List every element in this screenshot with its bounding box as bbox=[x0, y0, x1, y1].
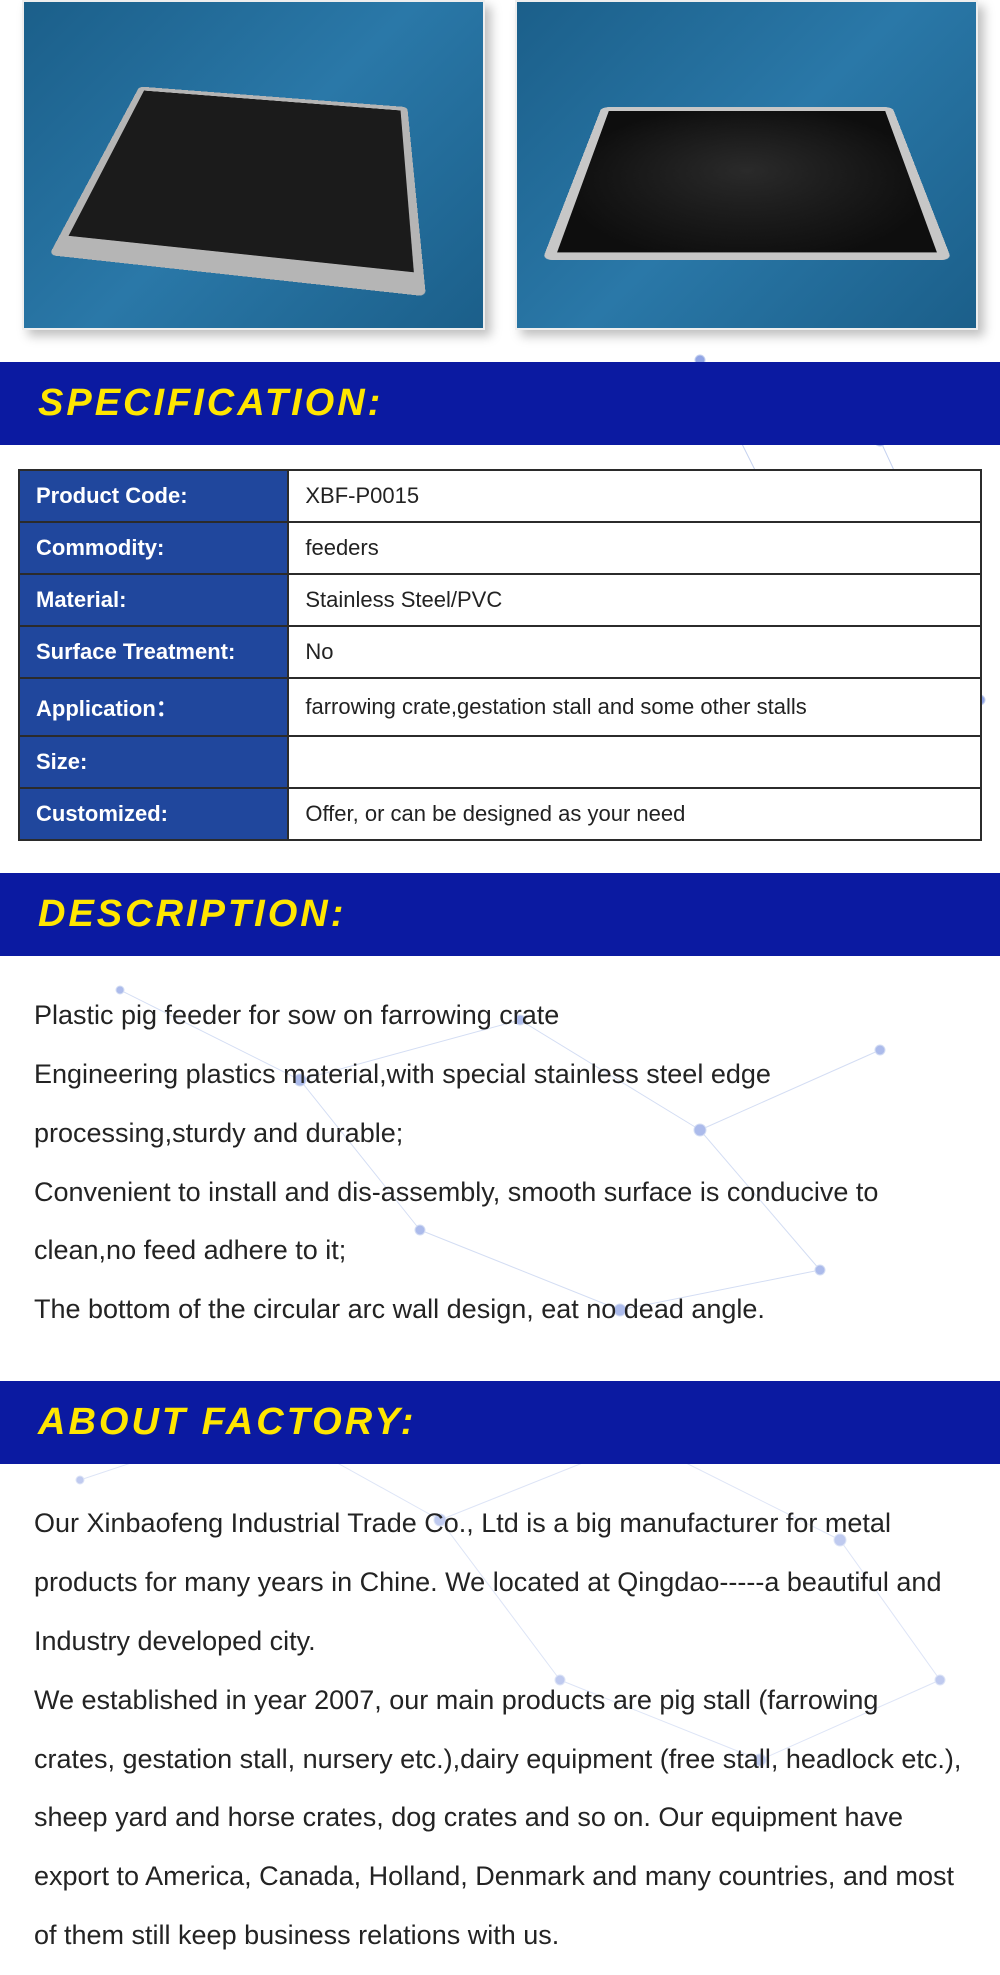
spec-value: feeders bbox=[288, 522, 981, 574]
table-row: Surface Treatment:No bbox=[19, 626, 981, 678]
product-image-2 bbox=[515, 0, 978, 330]
table-row: Commodity:feeders bbox=[19, 522, 981, 574]
spec-label: Customized: bbox=[19, 788, 288, 840]
spec-label: Application： bbox=[19, 678, 288, 736]
description-header: DESCRIPTION: bbox=[0, 873, 1000, 956]
table-row: Product Code:XBF-P0015 bbox=[19, 470, 981, 522]
specification-table: Product Code:XBF-P0015Commodity:feedersM… bbox=[18, 469, 982, 841]
spec-label: Commodity: bbox=[19, 522, 288, 574]
spec-label: Surface Treatment: bbox=[19, 626, 288, 678]
factory-paragraph: We established in year 2007, our main pr… bbox=[34, 1671, 966, 1965]
factory-title: ABOUT FACTORY: bbox=[38, 1401, 962, 1444]
spec-value: No bbox=[288, 626, 981, 678]
factory-paragraph: Our Xinbaofeng Industrial Trade Co., Ltd… bbox=[34, 1494, 966, 1671]
product-image-1 bbox=[22, 0, 485, 330]
description-line: Plastic pig feeder for sow on farrowing … bbox=[34, 986, 966, 1045]
description-title: DESCRIPTION: bbox=[38, 893, 962, 936]
spec-value bbox=[288, 736, 981, 788]
spec-label: Material: bbox=[19, 574, 288, 626]
product-image-row bbox=[0, 0, 1000, 330]
table-row: Size: bbox=[19, 736, 981, 788]
table-row: Application：farrowing crate,gestation st… bbox=[19, 678, 981, 736]
description-line: Engineering plastics material,with speci… bbox=[34, 1045, 966, 1163]
spec-value: farrowing crate,gestation stall and some… bbox=[288, 678, 981, 736]
factory-header: ABOUT FACTORY: bbox=[0, 1381, 1000, 1464]
spec-value: Offer, or can be designed as your need bbox=[288, 788, 981, 840]
table-row: Material:Stainless Steel/PVC bbox=[19, 574, 981, 626]
description-line: The bottom of the circular arc wall desi… bbox=[34, 1280, 966, 1339]
description-text: Plastic pig feeder for sow on farrowing … bbox=[0, 956, 1000, 1349]
description-line: Convenient to install and dis-assembly, … bbox=[34, 1163, 966, 1281]
spec-label: Size: bbox=[19, 736, 288, 788]
spec-value: Stainless Steel/PVC bbox=[288, 574, 981, 626]
specification-title: SPECIFICATION: bbox=[38, 382, 962, 425]
spec-label: Product Code: bbox=[19, 470, 288, 522]
specification-header: SPECIFICATION: bbox=[0, 362, 1000, 445]
table-row: Customized:Offer, or can be designed as … bbox=[19, 788, 981, 840]
spec-value: XBF-P0015 bbox=[288, 470, 981, 522]
factory-text: Our Xinbaofeng Industrial Trade Co., Ltd… bbox=[0, 1464, 1000, 1975]
